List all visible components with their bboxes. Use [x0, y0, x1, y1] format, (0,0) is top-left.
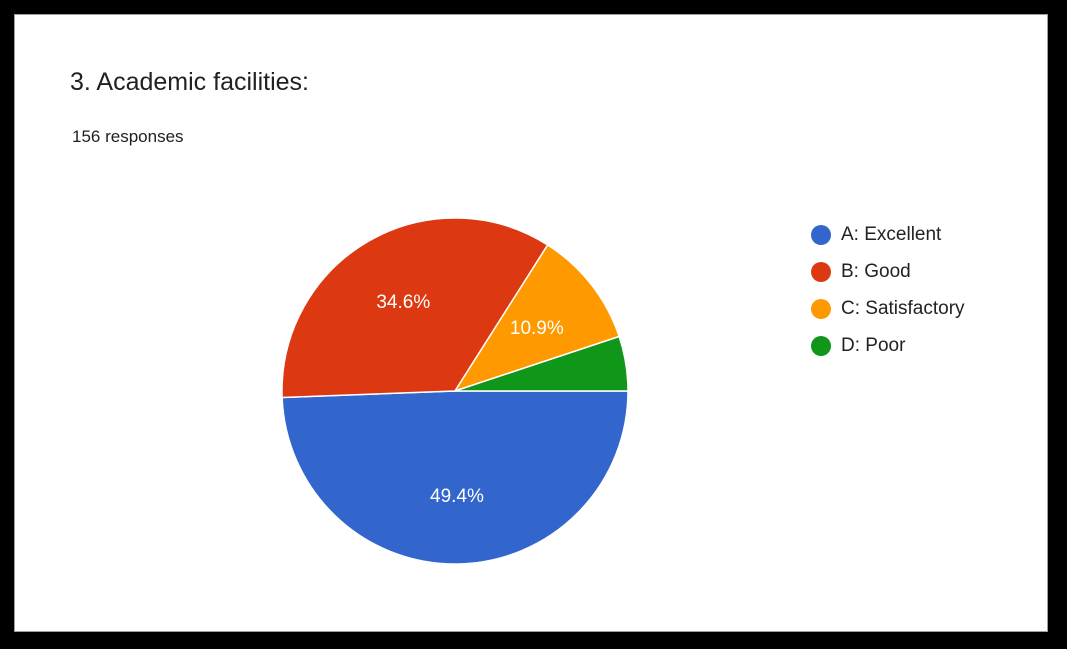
pie-slice-poor: [454, 335, 629, 392]
response-count: 156 responses: [72, 127, 184, 146]
legend-label-good: B: Good: [841, 260, 911, 282]
legend-item-satisfactory: C: Satisfactory: [811, 290, 965, 327]
pie-slice-excellent: [281, 390, 629, 565]
chart-legend: A: Excellent B: Good C: Satisfactory D: Poo…: [811, 216, 965, 364]
legend-label-excellent: A: Excellent: [841, 223, 942, 245]
legend-swatch-satisfactory: [811, 298, 831, 319]
legend-swatch-good: [811, 261, 831, 282]
slice-label-good: 34.6%: [376, 292, 430, 313]
question-title: 3. Academic facilities:: [70, 68, 309, 96]
legend-item-good: B: Good: [811, 253, 965, 290]
legend-item-poor: D: Poor: [811, 327, 965, 364]
pie-chart: 49.4% 34.6% 10.9%: [281, 217, 629, 565]
pie-slice-good: [281, 217, 549, 399]
legend-label-poor: D: Poor: [841, 334, 906, 356]
legend-swatch-excellent: [811, 224, 831, 245]
pie-slice-satisfactory: [453, 243, 621, 393]
legend-item-excellent: A: Excellent: [811, 216, 965, 253]
slice-label-excellent: 49.4%: [430, 486, 484, 507]
slice-label-satisfactory: 10.9%: [510, 318, 564, 339]
legend-label-satisfactory: C: Satisfactory: [841, 297, 965, 319]
legend-swatch-poor: [811, 335, 831, 356]
chart-card: 3. Academic facilities: 156 responses 49…: [14, 14, 1048, 632]
